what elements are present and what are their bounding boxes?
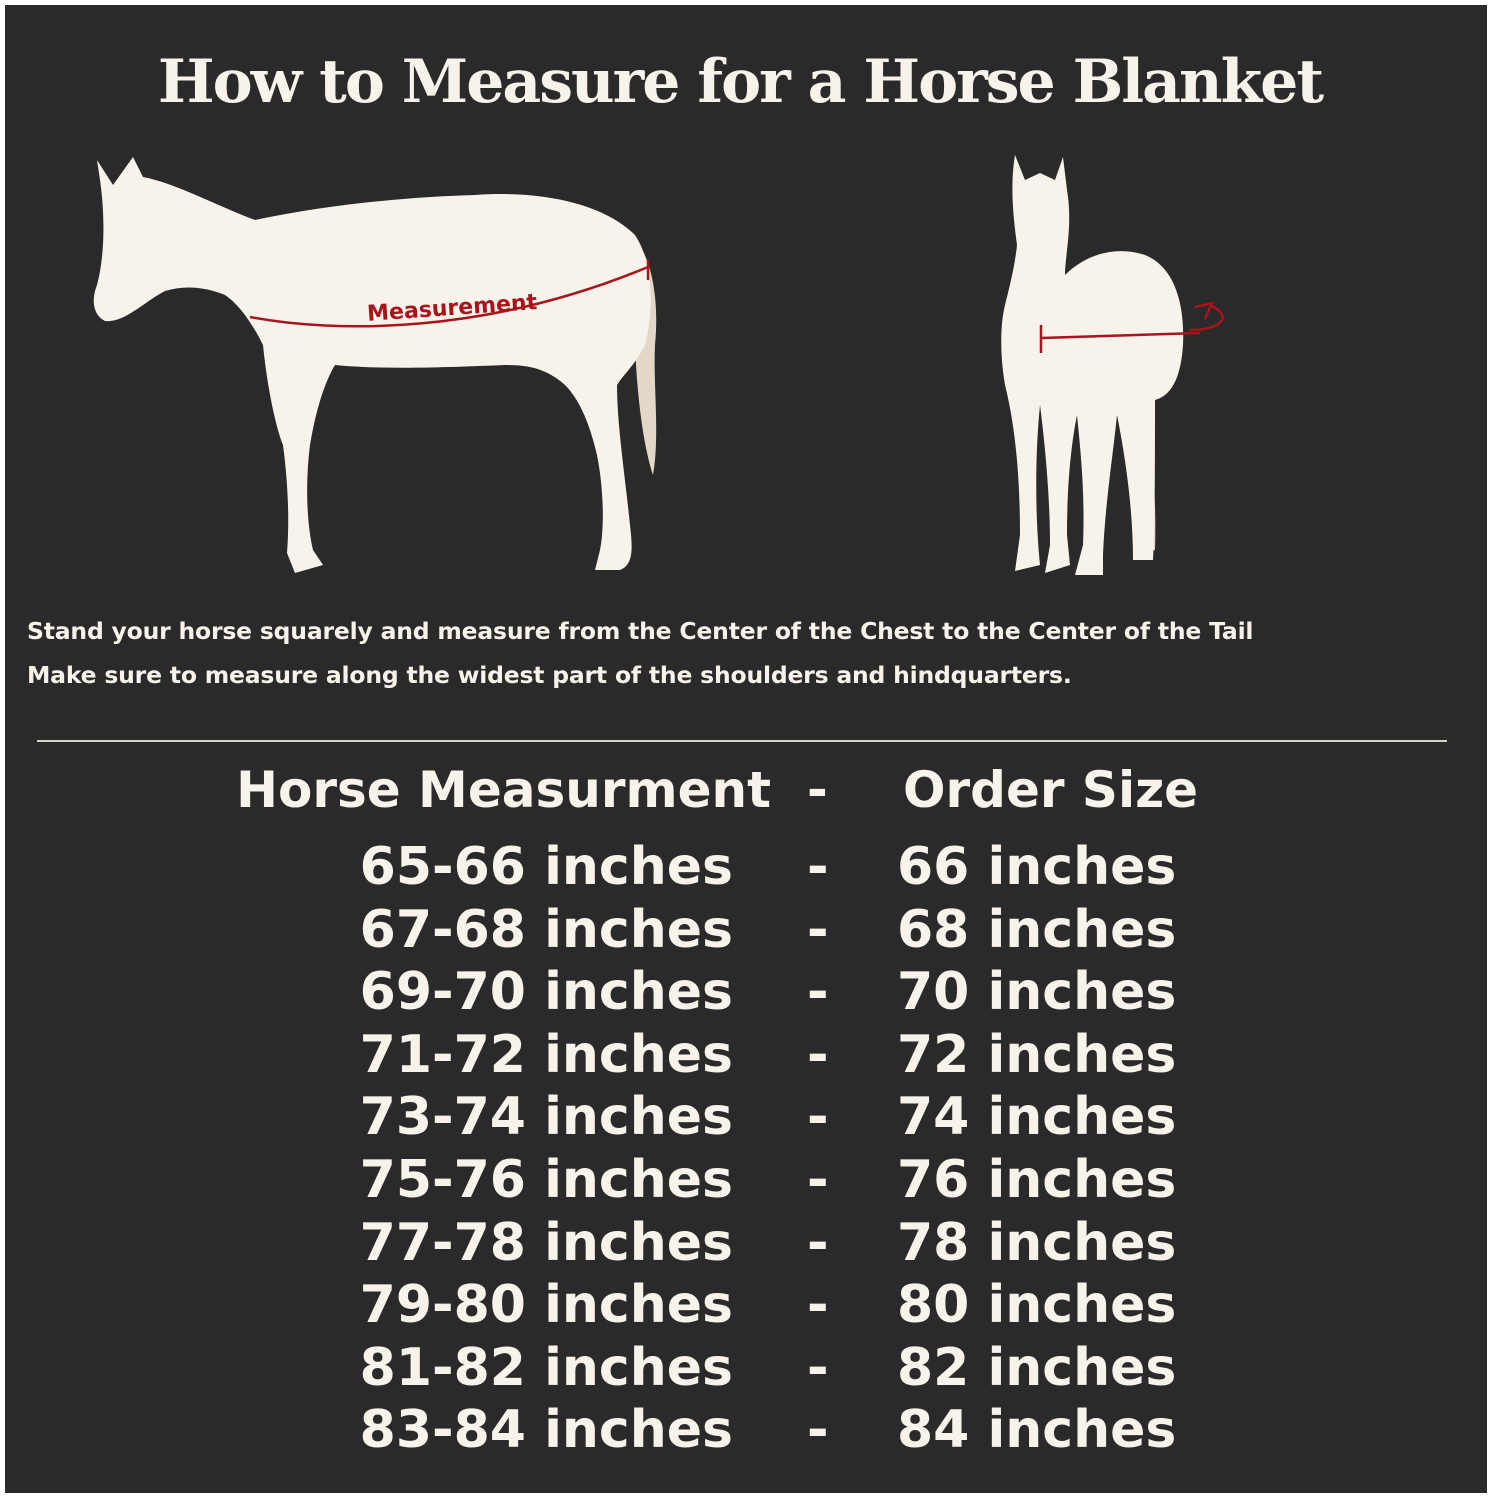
row-measurement: 79-80 inches bbox=[359, 1275, 733, 1336]
instruction-line-2: Make sure to measure along the widest pa… bbox=[27, 661, 1072, 689]
row-measurement: 73-74 inches bbox=[359, 1087, 733, 1148]
header-separator: - bbox=[807, 761, 828, 819]
row-order-size: 70 inches bbox=[897, 962, 1177, 1023]
row-measurement: 77-78 inches bbox=[359, 1212, 733, 1273]
table-row: 83-84 inches - 84 inches bbox=[5, 1400, 1487, 1462]
table-row: 65-66 inches - 66 inches bbox=[5, 837, 1487, 899]
divider bbox=[37, 740, 1447, 742]
row-order-size: 74 inches bbox=[897, 1087, 1177, 1148]
row-order-size: 78 inches bbox=[897, 1212, 1177, 1273]
row-measurement: 83-84 inches bbox=[359, 1400, 733, 1461]
row-measurement: 69-70 inches bbox=[359, 962, 733, 1023]
table-row: 75-76 inches - 76 inches bbox=[5, 1150, 1487, 1212]
row-separator: - bbox=[807, 1400, 829, 1461]
row-measurement: 75-76 inches bbox=[359, 1150, 733, 1210]
row-order-size: 76 inches bbox=[897, 1150, 1177, 1210]
row-separator: - bbox=[807, 962, 829, 1023]
table-row: 67-68 inches - 68 inches bbox=[5, 900, 1487, 962]
row-separator: - bbox=[807, 1275, 829, 1336]
row-separator: - bbox=[807, 1087, 829, 1148]
row-separator: - bbox=[807, 1337, 829, 1398]
instruction-line-1: Stand your horse squarely and measure fr… bbox=[27, 617, 1254, 645]
row-measurement: 67-68 inches bbox=[359, 899, 733, 960]
table-row: 79-80 inches - 80 inches bbox=[5, 1275, 1487, 1337]
header-order-size: Order Size bbox=[903, 761, 1199, 819]
page-title: How to Measure for a Horse Blanket bbox=[157, 47, 1324, 117]
horse-diagrams: Measurement bbox=[93, 155, 1224, 575]
header-measurement: Horse Measurment bbox=[236, 761, 771, 819]
row-order-size: 80 inches bbox=[897, 1275, 1177, 1336]
row-separator: - bbox=[807, 1024, 829, 1085]
row-measurement: 65-66 inches bbox=[359, 837, 733, 897]
table-row: 77-78 inches - 78 inches bbox=[5, 1213, 1487, 1275]
row-separator: - bbox=[807, 837, 829, 897]
row-order-size: 72 inches bbox=[897, 1024, 1177, 1085]
side-view-horse-illustration: Measurement bbox=[93, 157, 657, 573]
table-row: 69-70 inches - 70 inches bbox=[5, 962, 1487, 1024]
front-view-horse-illustration bbox=[1001, 155, 1224, 575]
row-order-size: 84 inches bbox=[897, 1400, 1177, 1461]
table-row: 71-72 inches - 72 inches bbox=[5, 1025, 1487, 1087]
row-separator: - bbox=[807, 1150, 829, 1210]
table-row: 81-82 inches - 82 inches bbox=[5, 1338, 1487, 1400]
row-order-size: 68 inches bbox=[897, 899, 1177, 960]
row-measurement: 81-82 inches bbox=[359, 1337, 733, 1398]
row-measurement: 71-72 inches bbox=[359, 1024, 733, 1085]
row-separator: - bbox=[807, 1212, 829, 1273]
table-row: 73-74 inches - 74 inches bbox=[5, 1087, 1487, 1149]
row-order-size: 82 inches bbox=[897, 1337, 1177, 1398]
row-order-size: 66 inches bbox=[897, 837, 1177, 897]
infographic-panel: How to Measure for a Horse Blanket Measu… bbox=[5, 5, 1487, 1493]
row-separator: - bbox=[807, 899, 829, 960]
table-header: Horse Measurment - Order Size bbox=[5, 761, 1487, 823]
